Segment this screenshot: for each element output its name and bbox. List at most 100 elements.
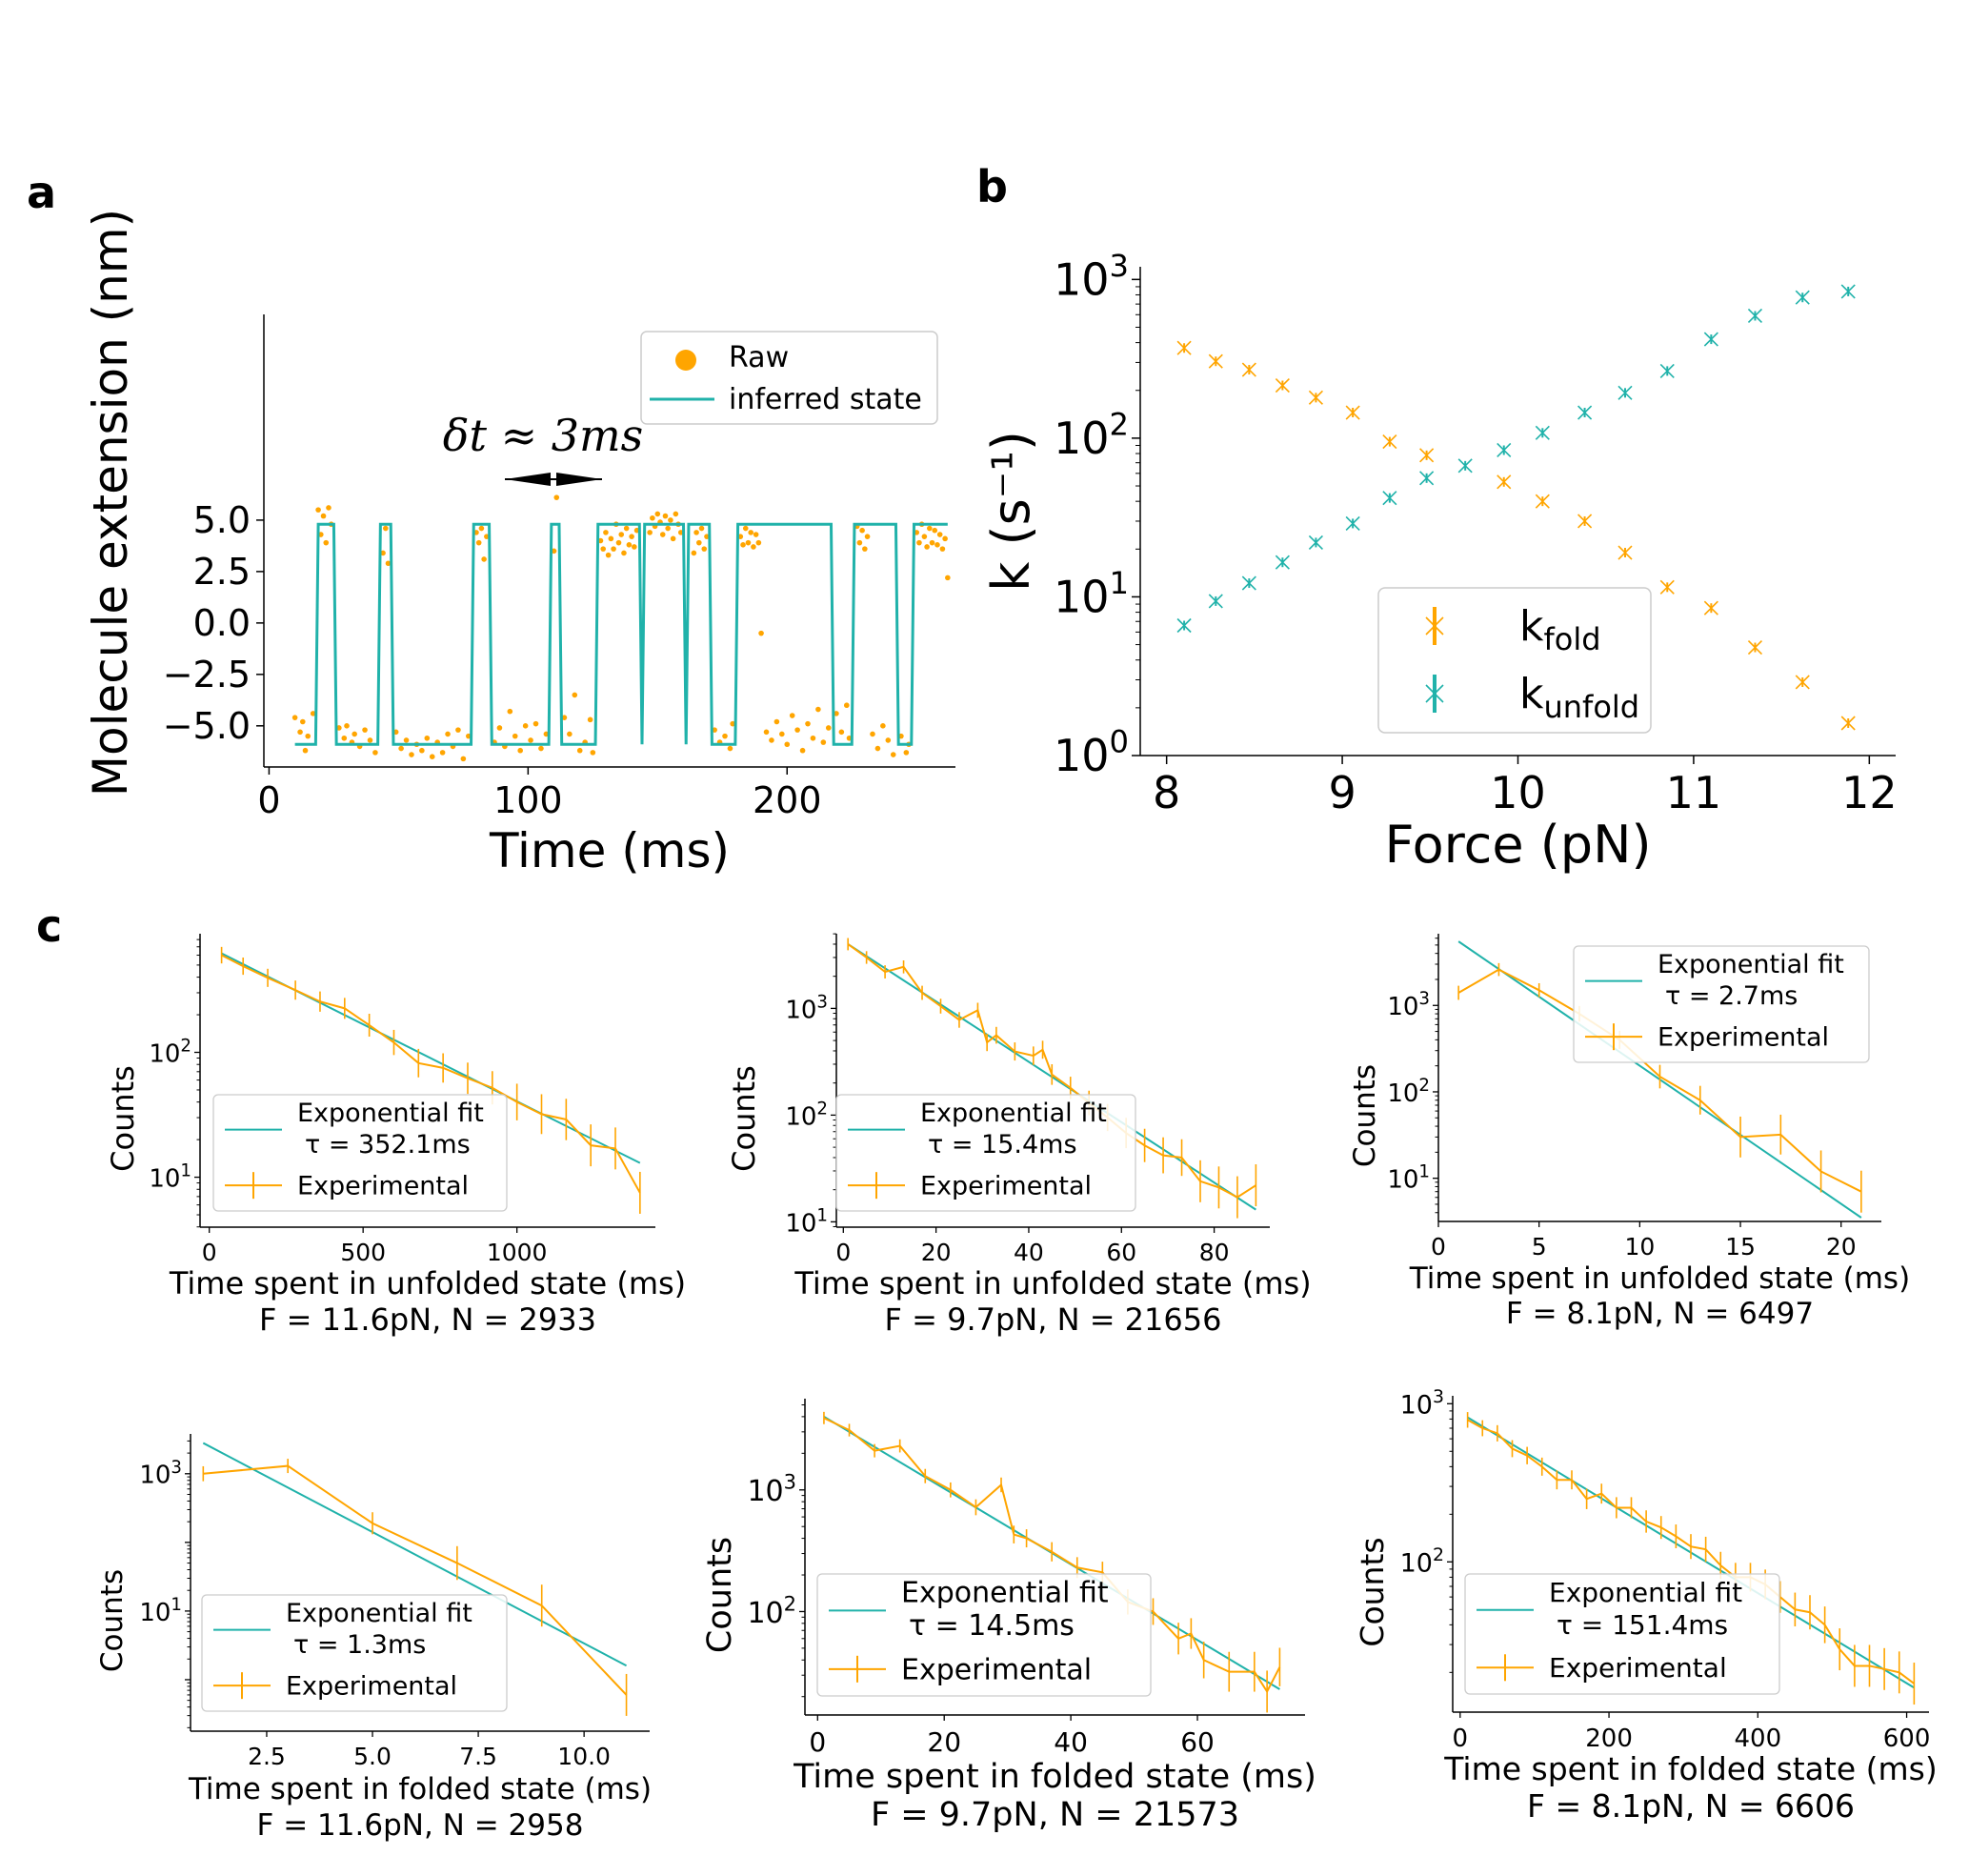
experimental-line (823, 1417, 1281, 1694)
y-tick-label: 102 (1054, 407, 1129, 464)
raw-point (305, 733, 311, 739)
chart-caption: F = 9.7pN, N = 21656 (885, 1301, 1222, 1338)
raw-point (862, 546, 868, 552)
raw-point (445, 731, 451, 737)
y-tick-label: 102 (747, 1592, 796, 1630)
y-tick-label: 103 (1054, 248, 1129, 305)
raw-point (320, 513, 327, 519)
x-tick-label: 60 (1106, 1239, 1136, 1266)
raw-point (528, 737, 533, 743)
y-axis-label: Molecule extension (nm) (83, 209, 138, 797)
raw-point (927, 525, 933, 532)
raw-point (372, 750, 378, 756)
x-tick-label: 600 (1883, 1725, 1931, 1753)
y-tick-label: −5.0 (163, 705, 251, 747)
x-tick-label: 0 (809, 1726, 826, 1758)
x-tick-label: 60 (1180, 1726, 1215, 1758)
experimental-line (221, 954, 641, 1194)
experimental-error-bars (220, 946, 641, 1214)
legend-tau-label: τ = 352.1ms (305, 1130, 471, 1160)
raw-point (934, 542, 940, 548)
x-tick-label: 9 (1328, 767, 1356, 818)
raw-point (632, 544, 637, 550)
raw-point (742, 525, 749, 532)
legend-tau-label: τ = 15.4ms (928, 1130, 1077, 1160)
legend-box (1573, 945, 1870, 1063)
legend-box (835, 1094, 1136, 1212)
x-tick-label: 15 (1725, 1233, 1756, 1261)
x-axis-label: Time spent in folded state (ms) (793, 1758, 1316, 1796)
raw-point (779, 731, 785, 737)
experimental-error-bars (1466, 1412, 1916, 1705)
raw-point (730, 720, 735, 727)
raw-point (623, 525, 630, 532)
y-tick-label: 103 (139, 1458, 182, 1490)
raw-point (605, 552, 612, 558)
raw-point (398, 745, 404, 752)
x-axis-label: Force (pN) (1384, 815, 1651, 875)
raw-point (608, 535, 614, 542)
x-tick-label: 400 (1734, 1725, 1781, 1753)
x-axis-label: Time spent in folded state (ms) (1443, 1750, 1937, 1787)
y-tick-label: 101 (785, 1205, 828, 1238)
raw-point (475, 539, 482, 546)
raw-point (874, 745, 881, 752)
raw-point (870, 731, 875, 737)
y-tick-label: −2.5 (163, 654, 251, 696)
experimental-error-bars (202, 1459, 628, 1716)
raw-point (587, 716, 593, 723)
annotation-delta-t: δt ≈ 3ms (443, 410, 643, 461)
raw-point (885, 737, 892, 743)
raw-point (924, 544, 930, 550)
raw-point (693, 530, 699, 535)
legend-fit-label: Exponential fit (920, 1099, 1107, 1128)
raw-point (538, 745, 544, 752)
raw-point (551, 548, 557, 555)
legend-fit-label: Exponential fit (297, 1099, 484, 1128)
raw-point (302, 747, 309, 754)
x-tick-label: 12 (1841, 767, 1898, 818)
raw-point (352, 731, 357, 737)
chart-panel-a: 0 100 200 5.0 2.5 0.0 −2.5 −5.0 Time (ms) Molecul… (83, 209, 955, 878)
raw-point (670, 535, 676, 542)
x-tick-label: 0 (1431, 1233, 1446, 1261)
raw-point (810, 735, 816, 741)
raw-point (856, 539, 863, 546)
x-axis-label: Time spent in unfolded state (ms) (794, 1265, 1311, 1301)
raw-point (691, 550, 697, 556)
raw-point (774, 718, 780, 725)
raw-point (615, 539, 622, 546)
x-tick-label: 7.5 (459, 1743, 497, 1770)
raw-point (553, 494, 560, 500)
raw-point (362, 727, 368, 733)
raw-point (769, 737, 774, 743)
raw-point (380, 550, 386, 556)
y-tick-label: 102 (1400, 1544, 1444, 1578)
x-tick-label: 5.0 (353, 1743, 392, 1770)
raw-point (409, 752, 414, 757)
x-axis-label: Time spent in folded state (ms) (188, 1772, 652, 1806)
y-tick-label: 103 (785, 992, 828, 1024)
x-tick-label: 11 (1666, 767, 1722, 818)
x-tick-label: 0 (835, 1239, 851, 1266)
legend-panel-a: Raw inferred state (640, 331, 938, 425)
legend-experimental-label: Experimental (920, 1172, 1092, 1201)
panel-label-c: c (36, 900, 62, 952)
raw-point (299, 718, 306, 725)
raw-point (590, 750, 596, 756)
raw-point (751, 544, 756, 550)
raw-point (880, 723, 886, 729)
y-axis-label: Counts (95, 1569, 130, 1672)
raw-point (763, 729, 770, 736)
raw-point (567, 731, 573, 737)
y-tick-label: 103 (1387, 989, 1430, 1021)
raw-point (701, 546, 708, 552)
raw-point (367, 737, 373, 743)
chart-caption: F = 9.7pN, N = 21573 (871, 1796, 1239, 1834)
